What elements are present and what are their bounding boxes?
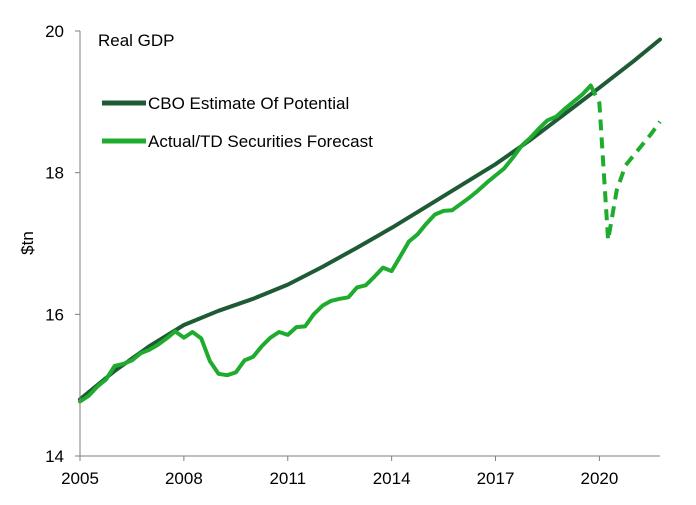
y-tick-label: 14 [45,447,64,466]
legend-label-actual: Actual/TD Securities Forecast [148,132,373,151]
series-line-0 [78,37,662,402]
x-tick-label: 2005 [61,469,99,488]
x-tick-label: 2020 [580,469,618,488]
x-tick-label: 2014 [373,469,411,488]
x-tick-label: 2017 [477,469,515,488]
plot-area [78,37,662,404]
series-line-1 [78,83,593,404]
y-tick-label: 16 [45,305,64,324]
series-line-2 [588,84,662,242]
legend: CBO Estimate Of Potential Actual/TD Secu… [102,94,373,151]
chart-title: Real GDP [98,31,175,50]
y-tick-label: 20 [45,22,64,41]
legend-label-potential: CBO Estimate Of Potential [148,94,349,113]
y-axis-title: $tn [18,231,37,255]
x-tick-label: 2008 [165,469,203,488]
axes: 14 16 18 20 2005 2008 2011 2014 2017 2020 [45,22,660,488]
y-tick-label: 18 [45,164,64,183]
x-tick-label: 2011 [269,469,306,488]
